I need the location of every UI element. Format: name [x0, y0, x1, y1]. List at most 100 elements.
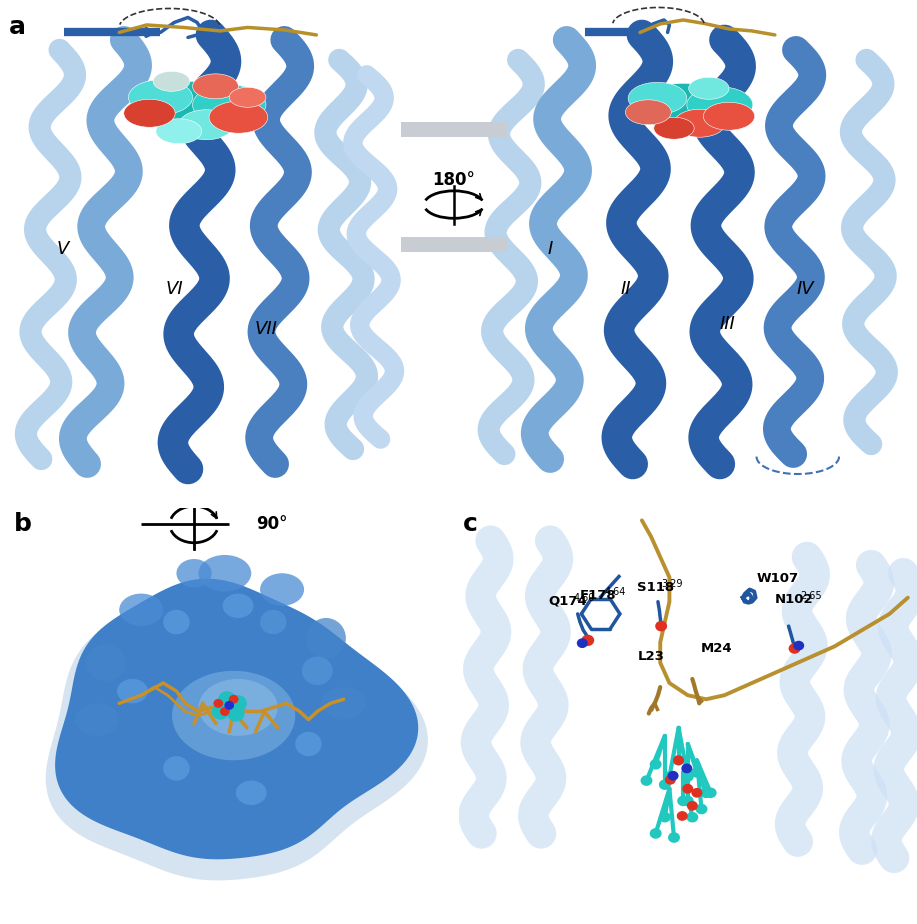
- Circle shape: [220, 698, 238, 713]
- Circle shape: [209, 102, 268, 133]
- Circle shape: [686, 812, 699, 822]
- Text: b: b: [14, 512, 31, 536]
- Text: a: a: [9, 15, 27, 39]
- Circle shape: [581, 635, 594, 646]
- Ellipse shape: [86, 644, 126, 681]
- Text: F178: F178: [580, 589, 616, 602]
- Text: VII: VII: [255, 321, 277, 338]
- Bar: [401, 122, 507, 137]
- Circle shape: [628, 82, 687, 115]
- Ellipse shape: [198, 555, 251, 591]
- Text: 4.60: 4.60: [573, 593, 594, 603]
- Ellipse shape: [297, 750, 337, 786]
- Ellipse shape: [172, 671, 295, 760]
- Circle shape: [140, 81, 236, 133]
- Circle shape: [789, 643, 801, 654]
- Circle shape: [677, 811, 688, 821]
- Circle shape: [156, 119, 202, 144]
- Text: 2.65: 2.65: [800, 590, 822, 601]
- Bar: [401, 237, 507, 252]
- Circle shape: [227, 705, 245, 722]
- Circle shape: [681, 763, 692, 773]
- Circle shape: [703, 103, 755, 130]
- Circle shape: [124, 99, 175, 128]
- Ellipse shape: [159, 791, 194, 827]
- Circle shape: [687, 87, 753, 123]
- Text: II: II: [620, 280, 631, 298]
- Circle shape: [212, 703, 229, 720]
- Text: W107: W107: [757, 573, 799, 586]
- Ellipse shape: [295, 732, 322, 756]
- Text: M24: M24: [701, 641, 732, 654]
- Text: 4.64: 4.64: [604, 587, 625, 597]
- Circle shape: [701, 787, 713, 798]
- Circle shape: [677, 796, 690, 807]
- Text: N102: N102: [775, 593, 813, 606]
- Circle shape: [658, 779, 671, 790]
- Circle shape: [674, 109, 725, 137]
- Ellipse shape: [119, 593, 163, 626]
- Circle shape: [229, 88, 266, 107]
- Circle shape: [577, 638, 588, 648]
- Circle shape: [128, 79, 193, 115]
- Text: V: V: [56, 240, 69, 259]
- Circle shape: [658, 812, 671, 822]
- Circle shape: [153, 71, 190, 91]
- Circle shape: [689, 78, 729, 99]
- Ellipse shape: [322, 687, 366, 720]
- Circle shape: [639, 83, 727, 131]
- Circle shape: [625, 100, 671, 125]
- Circle shape: [668, 833, 680, 843]
- Ellipse shape: [163, 756, 190, 781]
- Text: S118: S118: [637, 580, 674, 593]
- Ellipse shape: [75, 703, 119, 736]
- Circle shape: [655, 621, 668, 631]
- Circle shape: [673, 756, 684, 765]
- Circle shape: [218, 691, 236, 708]
- Circle shape: [665, 775, 676, 784]
- Ellipse shape: [302, 657, 333, 685]
- Circle shape: [220, 707, 229, 716]
- Circle shape: [691, 788, 702, 797]
- Circle shape: [640, 775, 653, 786]
- Circle shape: [225, 701, 234, 710]
- Circle shape: [687, 801, 698, 810]
- Ellipse shape: [236, 781, 267, 805]
- Text: c: c: [463, 512, 478, 536]
- Text: 90°: 90°: [256, 516, 287, 533]
- Circle shape: [649, 759, 662, 770]
- Circle shape: [682, 772, 694, 782]
- Circle shape: [654, 117, 694, 140]
- Circle shape: [682, 796, 694, 807]
- Circle shape: [649, 828, 662, 839]
- Circle shape: [691, 767, 703, 778]
- Circle shape: [668, 771, 679, 781]
- Ellipse shape: [306, 618, 346, 659]
- Text: 180°: 180°: [433, 171, 475, 188]
- Ellipse shape: [163, 610, 190, 634]
- Circle shape: [179, 110, 234, 140]
- Text: I: I: [547, 240, 553, 259]
- Text: L23: L23: [637, 650, 664, 663]
- Polygon shape: [55, 578, 418, 859]
- Circle shape: [663, 772, 675, 782]
- Text: III: III: [719, 315, 735, 334]
- Ellipse shape: [117, 679, 148, 703]
- Ellipse shape: [176, 559, 212, 588]
- Text: Q174: Q174: [548, 595, 587, 608]
- Circle shape: [193, 74, 238, 99]
- Text: IV: IV: [796, 280, 814, 298]
- Circle shape: [695, 804, 708, 814]
- Ellipse shape: [229, 793, 273, 825]
- Text: 3.29: 3.29: [662, 578, 683, 589]
- Circle shape: [793, 640, 804, 650]
- Ellipse shape: [260, 610, 286, 634]
- Ellipse shape: [260, 573, 304, 606]
- Ellipse shape: [223, 593, 253, 618]
- Circle shape: [214, 699, 223, 708]
- Circle shape: [229, 695, 247, 711]
- Polygon shape: [46, 582, 428, 881]
- Ellipse shape: [99, 756, 139, 796]
- Ellipse shape: [198, 679, 278, 736]
- Circle shape: [193, 85, 266, 125]
